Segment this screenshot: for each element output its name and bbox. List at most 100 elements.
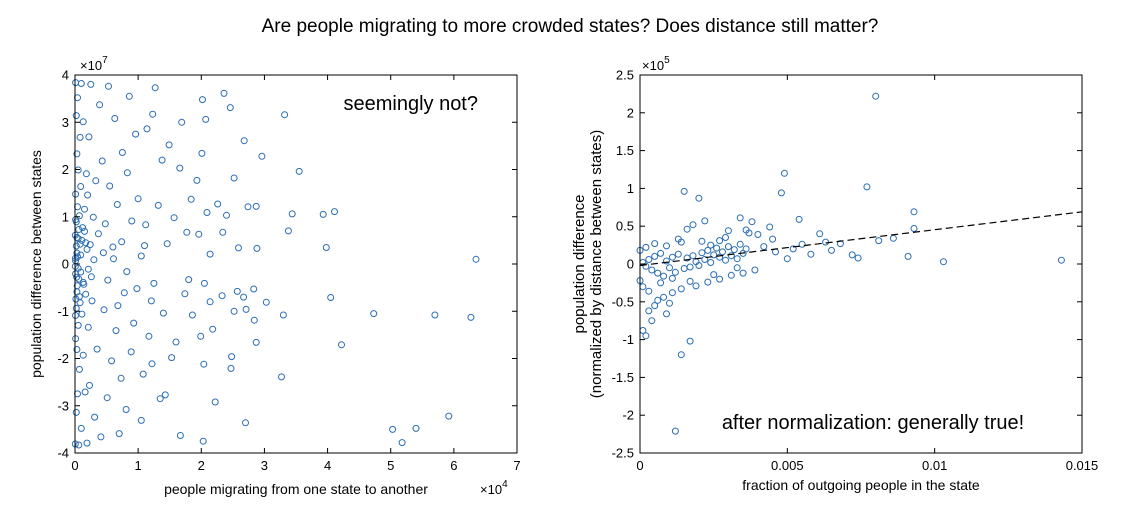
left-data-point: [218, 292, 226, 300]
left-data-point: [206, 298, 214, 306]
left-data-point: [281, 111, 289, 119]
left-data-point: [147, 297, 155, 305]
left-data-point: [279, 311, 287, 319]
left-data-point: [142, 221, 150, 229]
right-data-point: [940, 258, 947, 266]
left-data-point: [219, 228, 227, 236]
left-data-point: [72, 295, 80, 303]
right-data-point: [677, 238, 685, 246]
left-y-tick-label: -1: [57, 304, 69, 319]
left-data-point: [120, 289, 128, 297]
left-data-point: [122, 406, 130, 413]
left-data-point: [79, 118, 87, 126]
left-data-point: [87, 80, 95, 88]
left-data-point: [104, 276, 112, 284]
right-y-tick-label: 1.5: [616, 143, 634, 158]
left-x-tick-label: 7: [513, 458, 520, 473]
left-data-point: [97, 433, 105, 441]
left-data-point: [228, 353, 236, 361]
left-data-point: [165, 141, 173, 149]
right-data-point: [733, 255, 741, 263]
right-data-point: [854, 254, 862, 262]
right-data-point: [777, 189, 785, 197]
right-data-point: [642, 243, 650, 251]
right-data-point: [742, 245, 750, 253]
right-x-ticks: 0 0.005 0.01 0.015: [636, 75, 1098, 473]
right-y-scale-label: ×105: [642, 55, 670, 73]
right-data-point: [689, 221, 697, 229]
left-x-ticks: 0 1 2 3 4 5 6 7: [71, 75, 521, 473]
left-data-point: [81, 205, 88, 213]
left-y-tick-label: 3: [62, 115, 69, 130]
right-data-point: [651, 302, 659, 310]
left-data-point: [200, 360, 208, 368]
left-data-point: [100, 306, 108, 314]
left-data-point: [72, 242, 80, 250]
left-data-point: [72, 79, 80, 87]
left-data-point: [75, 212, 83, 220]
right-x-axis-label: fraction of outgoing people in the state: [742, 477, 980, 493]
right-y-tick-label: 1: [627, 181, 634, 196]
left-data-point: [81, 388, 89, 396]
left-data-point: [206, 250, 214, 258]
right-data-point: [680, 265, 688, 272]
right-data-point: [666, 264, 673, 272]
right-data-point: [1057, 256, 1065, 264]
left-data-point: [82, 290, 90, 298]
right-data-point: [701, 217, 709, 225]
left-data-point: [209, 325, 217, 333]
left-data-point: [77, 80, 85, 87]
left-data-point: [250, 285, 258, 293]
left-data-point: [101, 220, 109, 228]
right-data-point: [889, 234, 897, 242]
left-data-point: [156, 395, 164, 403]
left-x-tick-label: 6: [450, 458, 457, 473]
right-x-tick-label: 0: [636, 458, 643, 473]
left-data-point: [123, 169, 131, 177]
left-data-point: [240, 137, 248, 145]
left-data-point: [181, 290, 189, 298]
left-data-point: [110, 255, 117, 263]
left-data-point: [188, 311, 196, 319]
right-data-point: [683, 254, 691, 262]
right-data-point: [668, 274, 676, 282]
right-annotation: after normalization: generally true!: [722, 412, 1024, 434]
left-data-point: [161, 391, 169, 399]
left-data-point: [214, 200, 222, 208]
left-data-point: [115, 430, 123, 438]
left-data-point: [472, 255, 480, 263]
right-y-tick-label: 0.5: [616, 219, 634, 234]
left-y-tick-label: -4: [57, 446, 69, 461]
left-data-point: [125, 92, 133, 100]
left-data-point: [244, 203, 252, 211]
right-data-point: [695, 262, 703, 269]
right-data-point: [751, 266, 759, 274]
right-data-point: [645, 256, 653, 263]
left-data-point: [163, 240, 171, 248]
left-data-point: [467, 313, 475, 321]
right-data-point: [727, 252, 735, 260]
right-data-point: [780, 169, 788, 177]
right-data-point: [848, 251, 856, 259]
left-data-point: [128, 217, 136, 225]
left-data-point: [172, 338, 180, 346]
left-data-point: [338, 341, 345, 349]
left-data-point: [73, 282, 81, 290]
left-data-point: [108, 357, 116, 365]
left-data-point: [168, 354, 176, 362]
left-data-point: [84, 265, 92, 273]
right-data-point: [863, 183, 871, 191]
right-data-point: [695, 194, 703, 202]
left-x-tick-label: 5: [387, 458, 394, 473]
left-data-point: [86, 381, 93, 389]
right-y-ticks: -2.5 -2 -1.5 -1 -0.5 0 0.5 1 1.5 2 2.5: [612, 68, 1082, 461]
right-data-point: [663, 257, 670, 265]
right-data-point: [872, 92, 880, 100]
right-data-point: [716, 253, 724, 261]
left-data-point: [195, 230, 203, 238]
left-data-point: [145, 332, 153, 340]
left-data-point: [150, 279, 158, 287]
left-data-point: [200, 279, 208, 287]
left-data-point: [83, 245, 91, 253]
right-data-point: [648, 317, 656, 325]
